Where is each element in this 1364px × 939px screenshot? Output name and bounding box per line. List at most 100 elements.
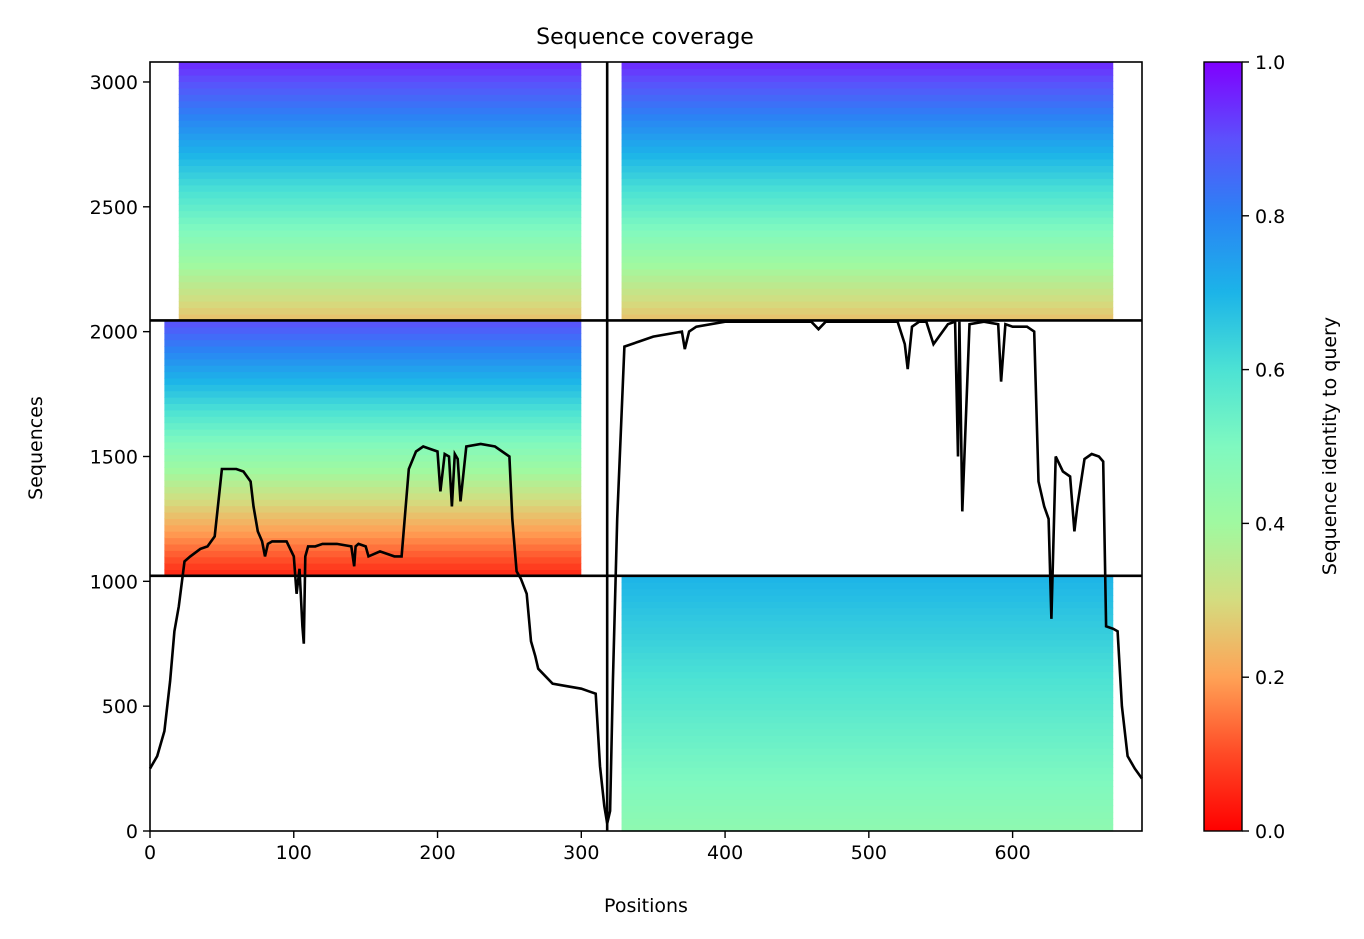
- y-tick-label: 500: [102, 696, 138, 718]
- coverage-band: [621, 204, 1114, 212]
- coverage-band: [621, 62, 1114, 70]
- y-tick-label: 2000: [90, 322, 138, 344]
- coverage-band: [621, 607, 1114, 615]
- colorbar-tick-label: 1.0: [1255, 52, 1285, 74]
- colorbar: [1203, 61, 1243, 832]
- coverage-band: [621, 191, 1114, 199]
- coverage-band: [621, 779, 1114, 787]
- coverage-band: [178, 217, 582, 225]
- coverage-band: [164, 390, 582, 398]
- coverage-band: [621, 626, 1114, 634]
- y-tick-label: 1500: [90, 446, 138, 468]
- coverage-band: [621, 652, 1114, 660]
- coverage-band: [164, 454, 582, 462]
- coverage-block-2: [621, 62, 1114, 322]
- coverage-band: [178, 184, 582, 192]
- coverage-band: [621, 100, 1114, 108]
- coverage-band: [164, 537, 582, 545]
- coverage-band: [621, 741, 1114, 749]
- coverage-band: [178, 81, 582, 89]
- colorbar-tick-label: 0.8: [1255, 206, 1285, 228]
- coverage-band: [178, 204, 582, 212]
- coverage-band: [178, 249, 582, 257]
- coverage-band: [621, 671, 1114, 679]
- coverage-band: [164, 339, 582, 347]
- coverage-band: [164, 569, 582, 577]
- coverage-band: [164, 397, 582, 405]
- coverage-band: [178, 133, 582, 141]
- coverage-band: [178, 178, 582, 186]
- coverage-band: [178, 87, 582, 95]
- x-tick-label: 200: [419, 842, 455, 864]
- coverage-heatmap: [164, 62, 1114, 832]
- x-tick-label: 600: [994, 842, 1030, 864]
- coverage-line: [148, 319, 1144, 824]
- colorbar-tick-label: 0.0: [1255, 821, 1285, 843]
- coverage-band: [621, 811, 1114, 819]
- coverage-band: [164, 422, 582, 430]
- coverage-band: [621, 139, 1114, 147]
- coverage-band: [178, 242, 582, 250]
- coverage-band: [164, 499, 582, 507]
- coverage-band: [164, 428, 582, 436]
- coverage-band: [621, 601, 1114, 609]
- coverage-band: [621, 582, 1114, 590]
- coverage-band: [164, 345, 582, 353]
- coverage-band: [621, 722, 1114, 730]
- chain-boundaries: [150, 62, 1142, 831]
- coverage-band: [164, 326, 582, 334]
- coverage-band: [178, 191, 582, 199]
- coverage-band: [621, 94, 1114, 102]
- coverage-band: [178, 255, 582, 263]
- x-tick-label: 300: [563, 842, 599, 864]
- coverage-band: [621, 588, 1114, 596]
- coverage-band: [178, 126, 582, 134]
- coverage-band: [621, 690, 1114, 698]
- coverage-band: [164, 531, 582, 539]
- coverage-band: [621, 716, 1114, 724]
- coverage-band: [178, 262, 582, 270]
- coverage-band: [621, 249, 1114, 257]
- coverage-band: [621, 697, 1114, 705]
- x-tick-label: 100: [276, 842, 312, 864]
- coverage-band: [621, 684, 1114, 692]
- coverage-band: [621, 171, 1114, 179]
- chart-title: Sequence coverage: [536, 25, 754, 50]
- coverage-band: [621, 294, 1114, 302]
- coverage-band: [621, 68, 1114, 76]
- coverage-band: [164, 448, 582, 456]
- coverage-band: [621, 620, 1114, 628]
- coverage-band: [178, 301, 582, 309]
- coverage-band: [178, 152, 582, 160]
- coverage-band: [164, 441, 582, 449]
- coverage-band: [178, 275, 582, 283]
- coverage-band: [178, 158, 582, 166]
- coverage-band: [621, 799, 1114, 807]
- coverage-band: [621, 639, 1114, 647]
- coverage-band: [164, 377, 582, 385]
- coverage-band: [621, 178, 1114, 186]
- coverage-band: [621, 152, 1114, 160]
- coverage-block-4: [621, 575, 1114, 832]
- colorbar-label: Sequence identity to query: [1319, 317, 1341, 575]
- x-tick-label: 400: [707, 842, 743, 864]
- coverage-band: [621, 165, 1114, 173]
- x-tick-label: 0: [144, 842, 156, 864]
- coverage-band: [621, 786, 1114, 794]
- coverage-band: [621, 633, 1114, 641]
- coverage-band: [621, 113, 1114, 121]
- coverage-band: [178, 120, 582, 128]
- coverage-band: [164, 333, 582, 341]
- coverage-band: [164, 352, 582, 360]
- colorbar-ticks: 0.0 0.2 0.4 0.6 0.8 1.0: [1242, 52, 1285, 843]
- coverage-band: [178, 100, 582, 108]
- coverage-band: [621, 281, 1114, 289]
- coverage-band: [621, 658, 1114, 666]
- coverage-band: [164, 563, 582, 571]
- coverage-band: [621, 313, 1114, 322]
- coverage-band: [621, 805, 1114, 813]
- coverage-band: [621, 184, 1114, 192]
- coverage-band: [178, 107, 582, 115]
- coverage-band: [164, 486, 582, 494]
